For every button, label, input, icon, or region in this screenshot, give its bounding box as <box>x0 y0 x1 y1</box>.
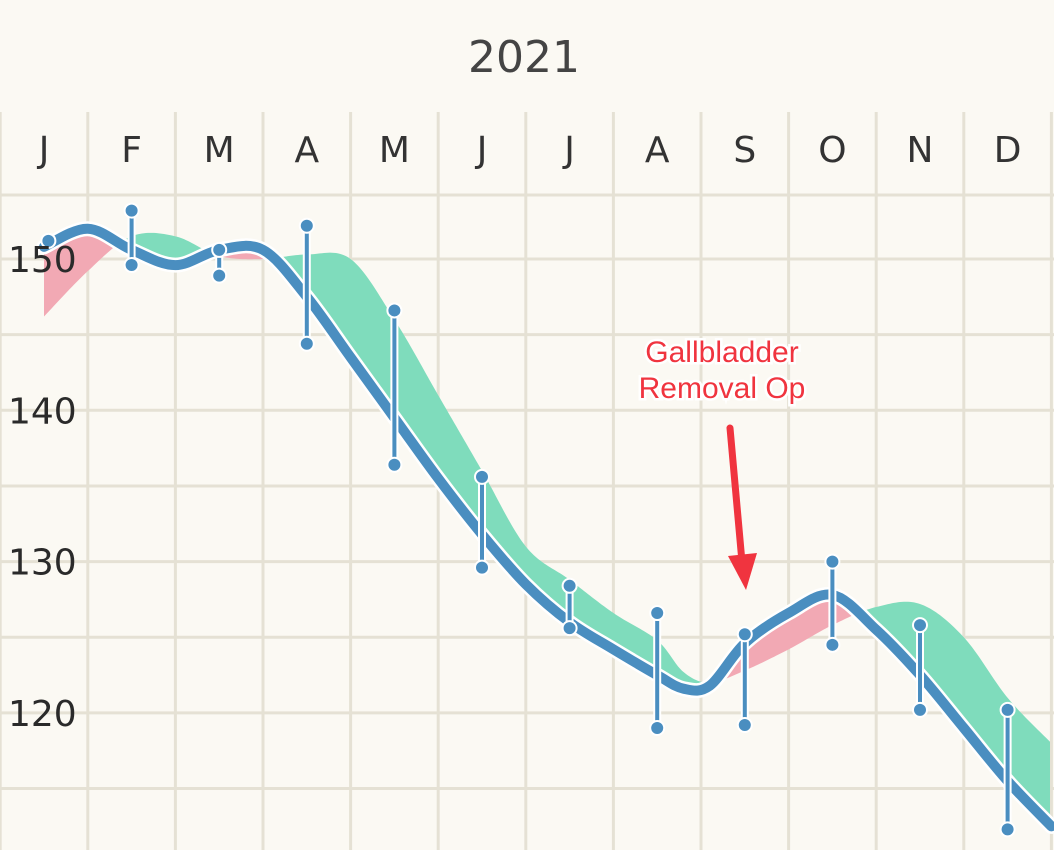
annotation-arrow-head <box>728 553 757 590</box>
y-tick-label: 130 <box>8 543 77 584</box>
measurement-high-point <box>474 468 490 485</box>
measurement-bar <box>40 232 57 249</box>
measurement-low-point <box>561 620 578 637</box>
measurement-high-point <box>386 302 403 319</box>
measurement-high-point <box>999 701 1016 718</box>
measurement-low-point <box>298 335 315 352</box>
measurement-bar <box>736 626 753 734</box>
measurement-high-point <box>912 617 928 634</box>
measurement-low-point <box>649 720 666 737</box>
measurement-bar <box>999 701 1016 838</box>
measurement-bar <box>298 217 315 352</box>
y-tick-label: 140 <box>8 391 77 432</box>
measurement-high-point <box>736 626 753 643</box>
measurement-low-point <box>474 559 490 576</box>
x-tick-label: M <box>379 130 410 171</box>
x-tick-label: M <box>204 130 235 171</box>
x-tick-label: J <box>562 130 575 171</box>
measurement-bar <box>561 577 578 637</box>
y-tick-label: 150 <box>8 240 77 281</box>
measurement-bar <box>386 302 403 473</box>
trend-line-layer <box>36 221 1054 834</box>
band-above-segment <box>276 252 714 691</box>
measurement-bar <box>474 468 490 576</box>
chart-title: 2021 <box>468 32 580 83</box>
measurement-low-point <box>912 701 928 718</box>
x-tick-label: F <box>121 130 142 171</box>
x-tick-label: D <box>994 130 1022 171</box>
measurement-high-point <box>123 202 140 219</box>
trend-line-outline <box>36 221 1054 834</box>
x-tick-label: S <box>733 130 756 171</box>
x-tick-label: N <box>907 130 934 171</box>
measurement-bar <box>649 605 666 737</box>
measurement-high-point <box>824 553 841 570</box>
x-tick-label: J <box>475 130 488 171</box>
y-axis-ticks: 150 140 130 120 <box>8 240 77 735</box>
measurement-high-point <box>40 232 57 249</box>
x-tick-label: O <box>818 130 846 171</box>
measurement-bar <box>912 617 928 718</box>
measurement-low-point <box>386 456 403 473</box>
annotation-text-line: Removal Op <box>639 372 806 405</box>
measurement-high-point <box>211 241 228 258</box>
measurement-bar <box>123 202 140 274</box>
trend-line <box>39 223 1054 832</box>
y-tick-label: 120 <box>8 694 77 735</box>
annotation-arrow-shaft <box>726 424 746 566</box>
measurement-low-point <box>999 821 1016 838</box>
measurement-high-point <box>298 217 315 234</box>
grid <box>0 112 1054 850</box>
measurement-low-point <box>736 717 753 734</box>
measurement-low-point <box>824 636 841 653</box>
smoothed-band <box>44 228 1050 825</box>
x-tick-label: J <box>37 130 50 171</box>
measurement-bar <box>824 553 841 653</box>
measurement-high-point <box>649 605 666 622</box>
measurement-range-bars <box>40 202 1016 838</box>
annotation-text-line: Gallbladder <box>645 336 798 369</box>
measurement-low-point <box>211 267 228 284</box>
band-below-segment <box>714 594 860 683</box>
measurement-bar <box>211 241 228 284</box>
measurement-low-point <box>123 257 140 274</box>
band-below-segment <box>44 228 120 317</box>
measurement-high-point <box>561 577 578 594</box>
x-tick-label: A <box>294 130 319 171</box>
x-tick-label: A <box>645 130 670 171</box>
